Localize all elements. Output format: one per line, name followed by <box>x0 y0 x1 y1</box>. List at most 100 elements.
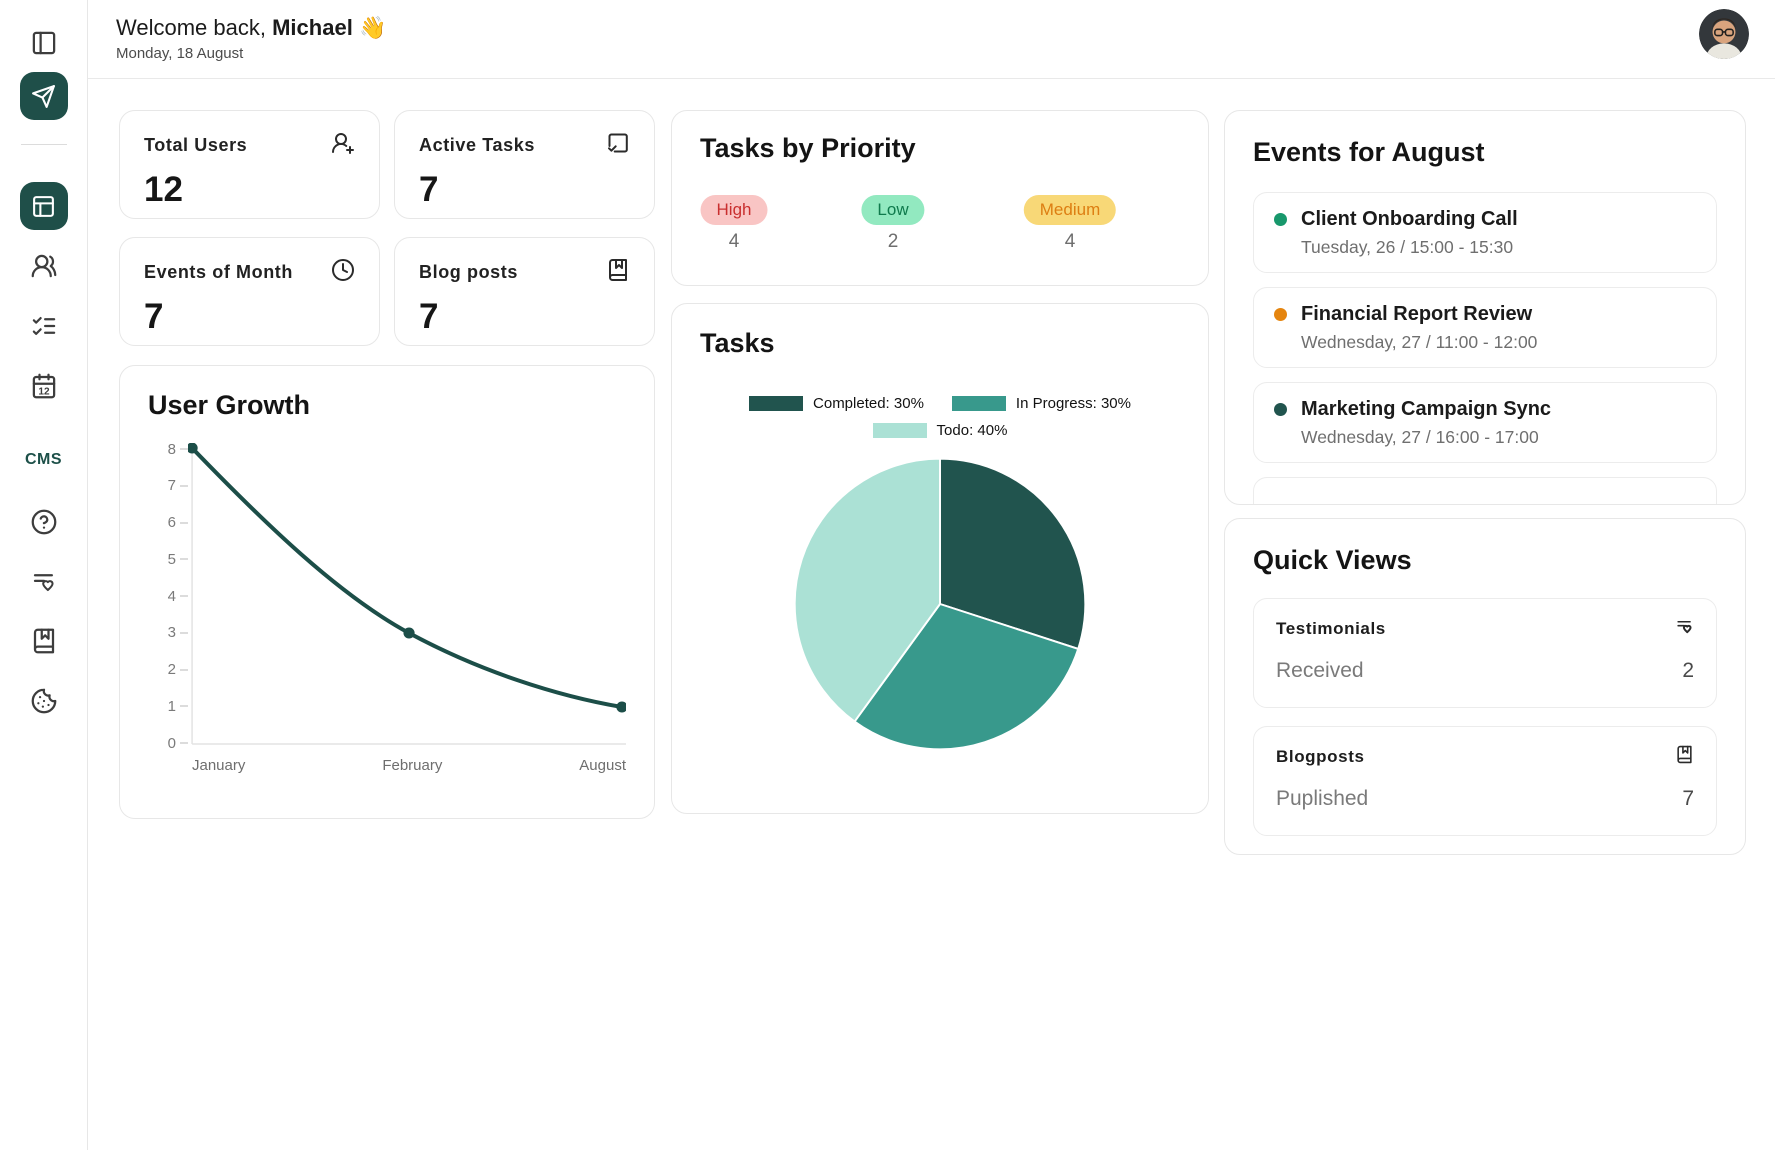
app-logo[interactable] <box>19 72 68 120</box>
list-heart-icon <box>30 569 57 596</box>
tasks-pie-chart <box>793 457 1087 751</box>
priority-low-count: 2 <box>887 231 899 252</box>
sidebar-toggle-button[interactable] <box>30 30 57 57</box>
tasks-card: Tasks Completed: 30% In Progress: 30% To… <box>671 303 1209 814</box>
stat-value: 7 <box>419 170 439 209</box>
sidebar-item-tasks[interactable] <box>30 313 57 340</box>
svg-text:12: 12 <box>38 386 50 397</box>
clock-icon <box>331 258 355 287</box>
event-dot <box>1274 213 1287 226</box>
quick-views-card: Quick Views Testimonials Received 2 Blog… <box>1224 518 1746 855</box>
priority-medium-count: 4 <box>1064 231 1076 252</box>
help-circle-icon <box>30 509 57 536</box>
header-date: Monday, 18 August <box>116 45 244 62</box>
pie-slice-in-progress <box>853 602 1080 751</box>
growth-line <box>190 446 624 709</box>
sidebar-item-users[interactable] <box>30 253 57 280</box>
book-marked-icon <box>1675 745 1694 769</box>
line-plot <box>188 443 626 745</box>
stat-label: Active Tasks <box>419 135 535 155</box>
panel-left-icon <box>30 30 57 57</box>
user-avatar[interactable] <box>1699 9 1749 59</box>
quick-views-title: Quick Views <box>1253 545 1412 575</box>
book-marked-icon <box>30 628 57 655</box>
user-growth-card: User Growth 8 7 6 5 4 3 2 1 0 January Fe… <box>119 365 655 819</box>
stat-value: 7 <box>419 297 439 336</box>
sidebar-item-dashboard[interactable] <box>19 182 68 230</box>
sidebar-item-blog[interactable] <box>30 628 57 655</box>
y-axis: 8 7 6 5 4 3 2 1 0 <box>148 441 188 752</box>
user-growth-chart: 8 7 6 5 4 3 2 1 0 <box>148 441 626 752</box>
sidebar: 12 CMS <box>0 0 88 1150</box>
tasks-by-priority-title: Tasks by Priority <box>700 133 916 163</box>
legend-item-completed[interactable]: Completed: 30% <box>749 395 924 412</box>
legend-swatch <box>872 423 927 438</box>
list-checks-icon <box>30 313 57 340</box>
event-time: Wednesday, 27 / 11:00 - 12:00 <box>1301 332 1538 352</box>
event-title: Financial Report Review <box>1301 303 1533 325</box>
event-time: Tuesday, 26 / 15:00 - 15:30 <box>1301 237 1514 257</box>
legend-item-in-progress[interactable]: In Progress: 30% <box>951 395 1131 412</box>
data-point-february <box>403 627 415 639</box>
data-point-january <box>188 443 198 454</box>
event-title: Marketing Campaign Sync <box>1301 398 1552 420</box>
quick-view-testimonials[interactable]: Testimonials Received 2 <box>1253 598 1717 708</box>
pie-slice-todo <box>793 457 941 723</box>
stat-label: Total Users <box>144 135 248 155</box>
priority-medium: Medium 4 <box>1023 195 1117 253</box>
stat-value: 12 <box>144 170 183 209</box>
legend-item-todo[interactable]: Todo: 40% <box>872 422 1007 439</box>
quick-view-value: 7 <box>1682 787 1694 810</box>
pie-legend: Completed: 30% In Progress: 30% Todo: 40… <box>700 395 1180 439</box>
user-growth-title: User Growth <box>148 390 311 420</box>
sidebar-divider <box>20 144 67 145</box>
stats-grid: Total Users 12 Active Tasks 7 Events of … <box>119 110 655 346</box>
stat-card-blog-posts: Blog posts 7 <box>394 237 655 346</box>
tasks-by-priority-card: Tasks by Priority High 4 Low 2 Medium 4 <box>671 110 1209 286</box>
user-plus-icon <box>331 131 355 160</box>
book-marked-icon <box>606 258 630 287</box>
data-point-august <box>616 701 626 713</box>
pie-slice-completed <box>939 457 1087 651</box>
stat-label: Blog posts <box>419 262 518 282</box>
priority-low-pill: Low <box>861 195 925 225</box>
sidebar-item-help[interactable] <box>30 509 57 536</box>
header: Welcome back, Michael 👋 Monday, 18 Augus… <box>88 0 1775 79</box>
sidebar-item-cookies[interactable] <box>30 688 57 715</box>
cookie-icon <box>30 688 57 715</box>
event-item[interactable]: Financial Report Review Wednesday, 27 / … <box>1253 287 1717 368</box>
quick-view-label: Puplished <box>1276 787 1369 810</box>
stat-card-events-of-month: Events of Month 7 <box>119 237 380 346</box>
event-item-partial <box>1253 477 1717 504</box>
legend-swatch <box>951 396 1006 411</box>
priority-high-count: 4 <box>728 231 740 252</box>
priority-high: High 4 <box>700 195 768 253</box>
event-item[interactable]: Marketing Campaign Sync Wednesday, 27 / … <box>1253 382 1717 463</box>
x-axis: January February August <box>192 757 626 774</box>
stat-value: 7 <box>144 297 164 336</box>
quick-view-value: 2 <box>1682 659 1694 682</box>
quick-view-title: Blogposts <box>1276 747 1365 766</box>
event-dot <box>1274 403 1287 416</box>
stat-label: Events of Month <box>144 262 293 282</box>
event-title: Client Onboarding Call <box>1301 208 1518 230</box>
priority-low: Low 2 <box>861 195 925 253</box>
priority-medium-pill: Medium <box>1023 195 1117 225</box>
sidebar-cms-label: CMS <box>24 451 63 468</box>
users-icon <box>30 253 57 280</box>
send-icon <box>31 84 56 109</box>
sidebar-item-calendar[interactable]: 12 <box>30 373 57 400</box>
dashboard-icon <box>31 194 56 219</box>
quick-view-label: Received <box>1276 659 1364 682</box>
welcome-message: Welcome back, Michael 👋 <box>116 15 387 40</box>
events-title: Events for August <box>1253 137 1485 167</box>
event-dot <box>1274 308 1287 321</box>
events-card: Events for August Client Onboarding Call… <box>1224 110 1746 505</box>
quick-view-title: Testimonials <box>1276 619 1386 638</box>
sidebar-item-testimonials[interactable] <box>30 569 57 596</box>
stat-card-total-users: Total Users 12 <box>119 110 380 219</box>
event-item[interactable]: Client Onboarding Call Tuesday, 26 / 15:… <box>1253 192 1717 273</box>
wave-emoji: 👋 <box>358 15 387 40</box>
quick-view-blogposts[interactable]: Blogposts Puplished 7 <box>1253 726 1717 836</box>
legend-swatch <box>749 396 804 411</box>
